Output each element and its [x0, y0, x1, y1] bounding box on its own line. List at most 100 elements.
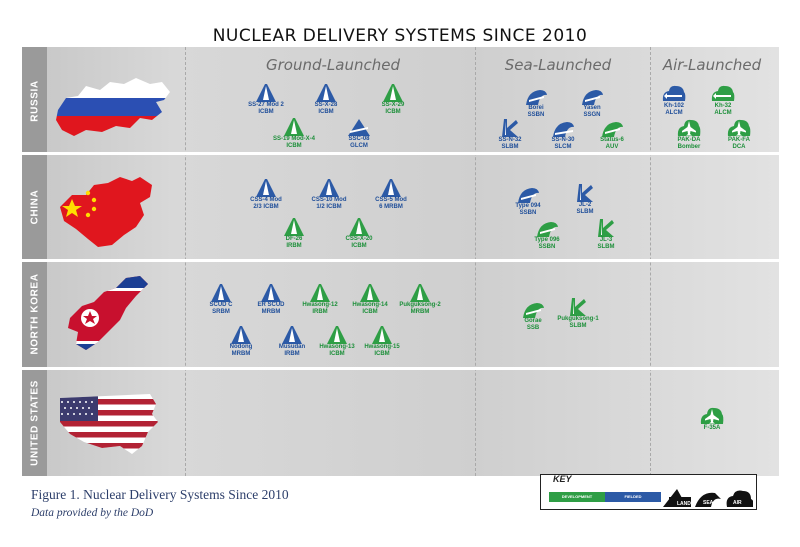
- legend-key: KEY DEVELOPMENT FIELDED LAND SEA AIR: [540, 474, 757, 510]
- key-platform-icons: LAND SEA AIR: [663, 489, 753, 507]
- symbol-kh-102: Kh-102 ALCM: [642, 83, 706, 117]
- sea-missile-icon: [577, 184, 593, 202]
- air-icon: [726, 490, 753, 507]
- key-title: KEY: [553, 474, 572, 484]
- symbol-pak-da: PAK-DA Bomber: [657, 117, 721, 151]
- figure-caption: Figure 1. Nuclear Delivery Systems Since…: [31, 487, 289, 502]
- land-icon: [282, 326, 302, 344]
- air-missile-icon: [662, 85, 686, 101]
- land-icon: [381, 179, 401, 197]
- row-divider: [22, 152, 779, 155]
- symbol-ss-n-30: SS-N-30 SLCM: [531, 117, 595, 151]
- symbol-ss-n-32: SS-N-32 SLBM: [478, 117, 542, 151]
- sea-icon: [695, 492, 721, 507]
- symbol-ssc-08: SSC-08 GLCM: [327, 116, 391, 150]
- key-sea: SEA: [703, 500, 714, 506]
- symbol-pak-fa: PAK-FA DCA: [707, 117, 771, 151]
- air-missile-icon: [711, 85, 735, 101]
- symbol-pukguksong-2: Pukguksong-2 MRBM: [388, 282, 452, 316]
- symbol-jl-3: JL-3 SLBM: [574, 217, 638, 251]
- air-plane-icon: [727, 119, 751, 136]
- symbol-er-scud: ER SCUD MRBM: [239, 282, 303, 316]
- key-fielded: FIELDED: [605, 492, 661, 502]
- key-air: AIR: [733, 500, 742, 506]
- symbol-df-26: DF-26 IRBM: [262, 216, 326, 250]
- sea-missile-icon: [570, 298, 586, 316]
- land-icon: [410, 284, 430, 302]
- column-header-air: Air-Launched: [662, 56, 762, 74]
- land-icon: [383, 84, 403, 102]
- symbol-ss-19-mod-x-4: SS-19 Mod-X-4 ICBM: [262, 116, 326, 150]
- symbol-ss-x-28: SS-X-28 ICBM: [294, 82, 358, 116]
- sub-cruise-icon: [553, 122, 574, 137]
- row-label-strip: [22, 370, 47, 476]
- symbol-gorae: Gorae SSB: [501, 298, 565, 332]
- symbol-type-096: Type 096 SSBN: [515, 217, 579, 251]
- sub-icon: [537, 222, 558, 237]
- symbol-kh-32: Kh-32 ALCM: [691, 83, 755, 117]
- row-label-strip: [22, 47, 47, 152]
- sub-icon: [523, 303, 544, 318]
- row-divider: [22, 367, 779, 370]
- land-icon: [360, 284, 380, 302]
- air-plane-icon: [677, 119, 701, 136]
- land-icon: [349, 218, 369, 236]
- symbol-css-10-mod: CSS-10 Mod 1/2 ICBM: [297, 177, 361, 211]
- symbol-f-35a: F-35A: [680, 405, 744, 432]
- land-icon: [316, 84, 336, 102]
- land-icon: [284, 118, 304, 136]
- land-icon: [372, 326, 392, 344]
- symbol-hwasong-12: Hwasong-12 IRBM: [288, 282, 352, 316]
- symbol-ss-27-mod-2: SS-27 Mod 2 ICBM: [234, 82, 298, 116]
- symbol-hwasong-14: Hwasong-14 ICBM: [338, 282, 402, 316]
- sea-missile-icon: [598, 219, 614, 237]
- north-korea-map-flag: [68, 276, 148, 350]
- land-cruise-icon: [348, 119, 370, 136]
- sub-icon: [602, 122, 623, 137]
- column-header-sea: Sea-Launched: [504, 56, 612, 74]
- figure-source: Data provided by the DoD: [31, 507, 154, 519]
- symbol-jl-2: JL-2 SLBM: [553, 182, 617, 216]
- row-label-strip: [22, 155, 47, 259]
- row-label-china: CHINA: [29, 189, 41, 225]
- sea-missile-icon: [502, 119, 518, 137]
- sub-icon: [582, 90, 603, 105]
- land-icon: [256, 179, 276, 197]
- symbol-borei: Borei SSBN: [504, 85, 568, 119]
- land-icon: [284, 218, 304, 236]
- sub-icon: [526, 90, 547, 105]
- symbol-css-5-mod: CSS-5 Mod 6 MRBM: [359, 177, 423, 211]
- symbol-nodong: Nodong MRBM: [209, 324, 273, 358]
- row-divider: [22, 259, 779, 262]
- united-states-map-flag: [60, 394, 158, 454]
- land-icon: [211, 284, 231, 302]
- land-icon: [256, 84, 276, 102]
- row-label-north-korea: NORTH KOREA: [29, 273, 41, 355]
- symbol-scud-c: SCUD C SRBM: [189, 282, 253, 316]
- symbol-musudan: Musudan IRBM: [260, 324, 324, 358]
- symbol-ss-x-29: SS-X-29 ICBM: [361, 82, 425, 116]
- key-development: DEVELOPMENT: [549, 492, 605, 502]
- land-icon: [231, 326, 251, 344]
- symbol-hwasong-13: Hwasong-13 ICBM: [305, 324, 369, 358]
- row-label-russia: RUSSIA: [29, 80, 41, 122]
- china-map-flag: [60, 177, 152, 247]
- row-label-strip: [22, 262, 47, 367]
- land-icon: [319, 179, 339, 197]
- land-icon: [261, 284, 281, 302]
- air-plane-icon: [700, 407, 724, 424]
- land-icon: [310, 284, 330, 302]
- symbol-status-6: Status-6 AUV: [580, 117, 644, 151]
- symbol-css-4-mod: CSS-4 Mod 2/3 ICBM: [234, 177, 298, 211]
- figure-title: NUCLEAR DELIVERY SYSTEMS SINCE 2010: [212, 26, 588, 46]
- sub-icon: [518, 188, 539, 203]
- symbol-pukguksong-1: Pukguksong-1 SLBM: [546, 296, 610, 330]
- symbol-hwasong-15: Hwasong-15 ICBM: [350, 324, 414, 358]
- row-label-united-states: UNITED STATES: [29, 380, 41, 466]
- symbol-yasen: Yasen SSGN: [560, 85, 624, 119]
- symbol-css-x-20: CSS-X-20 ICBM: [327, 216, 391, 250]
- symbol-type-094: Type 094 SSBN: [496, 183, 560, 217]
- russia-map-flag: [56, 78, 170, 136]
- key-land: LAND: [677, 501, 691, 507]
- column-header-ground: Ground-Launched: [266, 56, 400, 74]
